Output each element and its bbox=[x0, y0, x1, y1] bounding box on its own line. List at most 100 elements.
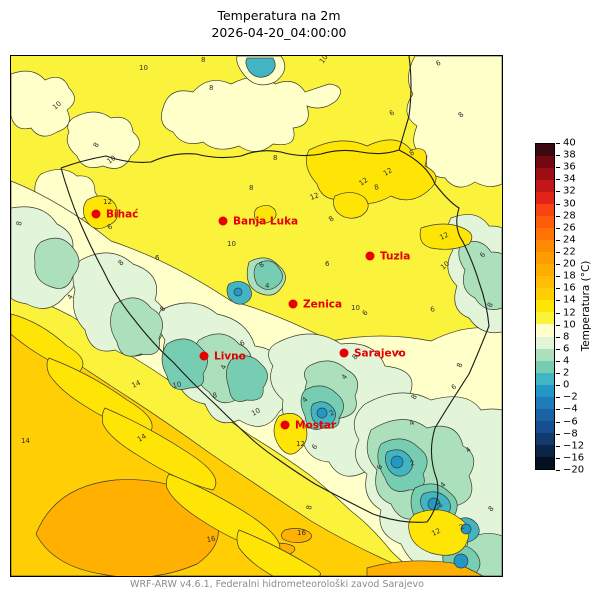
contour-value-label: 4 bbox=[265, 282, 270, 290]
colorbar-tick-mark bbox=[556, 155, 560, 157]
contour-region-lightgreen-1 bbox=[34, 237, 80, 289]
colorbar-segment bbox=[536, 228, 554, 241]
contour-region-gold-bihac bbox=[83, 195, 118, 229]
colorbar-tick-label: 34 bbox=[563, 173, 576, 185]
contour-region-cyan-1 bbox=[245, 57, 276, 78]
colorbar-tick-label: 26 bbox=[563, 222, 576, 234]
city-label: Sarajevo bbox=[354, 348, 406, 360]
colorbar-tick-mark bbox=[556, 457, 560, 459]
city-label: Bihać bbox=[106, 209, 138, 221]
colorbar-segment bbox=[536, 300, 554, 313]
contour-region-cream-top-right bbox=[406, 56, 502, 188]
colorbar-tick-label: 14 bbox=[563, 294, 576, 306]
colorbar-tick-mark bbox=[556, 421, 560, 423]
contour-value-label: 8 bbox=[158, 305, 167, 314]
cold-spot bbox=[460, 523, 472, 535]
contour-value-label: 8 bbox=[373, 183, 379, 192]
contour-value-label: 16 bbox=[206, 535, 216, 544]
colorbar-tick-label: 4 bbox=[563, 355, 570, 367]
colorbar-tick-mark bbox=[556, 324, 560, 326]
colorbar-tick-label: −8 bbox=[563, 428, 578, 440]
cold-spot bbox=[390, 455, 404, 469]
colorbar-tick-mark bbox=[556, 227, 560, 229]
colorbar-tick-label: 20 bbox=[563, 258, 576, 270]
colorbar-segment bbox=[536, 180, 554, 193]
contour-value-label: 4 bbox=[395, 348, 404, 357]
contour-value-label: 8 bbox=[117, 259, 126, 268]
contour-value-label: 10 bbox=[139, 64, 148, 72]
colorbar-tick-label: 16 bbox=[563, 282, 576, 294]
contour-value-label: 4 bbox=[301, 395, 310, 404]
footer-credit: WRF-ARW v4.6.1, Federalni hidrometeorolo… bbox=[130, 579, 424, 590]
contour-value-label: 10 bbox=[172, 380, 182, 390]
colorbar-segment bbox=[536, 396, 554, 409]
contour-value-label: 6 bbox=[435, 59, 442, 68]
colorbar-tick-mark bbox=[556, 252, 560, 253]
colorbar-segment bbox=[536, 384, 554, 397]
colorbar bbox=[535, 143, 555, 470]
contour-value-label: 4 bbox=[439, 480, 448, 489]
city-marker bbox=[218, 216, 228, 226]
colorbar-segment bbox=[536, 420, 554, 433]
contour-value-label: 6 bbox=[239, 339, 246, 348]
colorbar-segment bbox=[536, 144, 554, 157]
map-canvas: 10 10 10 10 10 10 10 10 10 8 8 8 8 8 8 8 8 8 8 8 8 8 8 8 8 8 8 8 8 6 6… bbox=[10, 55, 503, 577]
colorbar-tick-label: 24 bbox=[563, 234, 576, 246]
colorbar-segment bbox=[536, 168, 554, 181]
contour-value-label: 6 bbox=[361, 308, 370, 317]
country-border bbox=[60, 56, 490, 523]
colorbar-tick-mark bbox=[556, 433, 560, 435]
city-marker bbox=[288, 299, 298, 309]
colorbar-ticks: 40 38 36 34 32 30 28 26 24 22 20 18 16 14 12 10 8 6 4 2 0 −2−… bbox=[556, 138, 596, 476]
contour-region-gold-top-center-small bbox=[253, 205, 277, 224]
colorbar-tick-label: 6 bbox=[563, 343, 570, 355]
contour-value-label: 6 bbox=[106, 222, 114, 231]
contour-region-gold-bottom-right bbox=[408, 509, 470, 556]
contour-value-label: 6 bbox=[388, 108, 396, 117]
contour-value-label: 8 bbox=[487, 505, 496, 514]
colorbar-tick-label: 0 bbox=[563, 379, 570, 391]
contour-region-teal-6 bbox=[253, 260, 283, 290]
city-marker bbox=[280, 420, 290, 430]
city-label: Mostar bbox=[295, 420, 337, 432]
colorbar-tick-mark bbox=[556, 167, 560, 169]
contour-value-label: 6 bbox=[429, 305, 436, 314]
colorbar-tick-mark bbox=[556, 312, 560, 314]
colorbar-tick-label: 28 bbox=[563, 210, 576, 222]
colorbar-tick-label: −20 bbox=[563, 464, 585, 476]
contour-value-label: 4 bbox=[219, 363, 228, 370]
colorbar-tick-mark bbox=[556, 385, 560, 387]
colorbar-tick-label: 18 bbox=[563, 270, 576, 282]
colorbar-tick-label: 22 bbox=[563, 246, 576, 258]
colorbar-tick-label: 30 bbox=[563, 198, 576, 210]
colorbar-segment bbox=[536, 264, 554, 277]
colorbar-tick-mark bbox=[556, 264, 560, 266]
city-marker bbox=[339, 348, 349, 358]
colorbar-tick-label: 8 bbox=[563, 331, 570, 343]
contour-region-sea-16-bottom-strip bbox=[366, 560, 484, 576]
contour-value-label: 12 bbox=[103, 198, 112, 206]
city-label: Tuzla bbox=[380, 251, 410, 263]
contour-value-label: 6 bbox=[375, 463, 384, 470]
contour-value-label: 12 bbox=[430, 527, 441, 538]
colorbar-tick-mark bbox=[556, 445, 560, 447]
colorbar-segment bbox=[536, 216, 554, 229]
contour-value-label: 14 bbox=[21, 437, 30, 445]
city-marker bbox=[199, 351, 209, 361]
contour-value-label: 6 bbox=[450, 382, 458, 391]
title-line-2: 2026-04-20_04:00:00 bbox=[211, 25, 347, 40]
colorbar-segment bbox=[536, 276, 554, 289]
cold-spot bbox=[453, 553, 469, 569]
colorbar-segment bbox=[536, 348, 554, 361]
colorbar-tick-mark bbox=[556, 239, 560, 241]
colorbar-tick-label: 38 bbox=[563, 149, 576, 161]
colorbar-segment bbox=[536, 372, 554, 385]
cold-spot bbox=[316, 407, 328, 419]
contour-value-label: 10 bbox=[51, 100, 63, 112]
contour-value-label: 6 bbox=[325, 260, 330, 268]
colorbar-tick-mark bbox=[556, 300, 560, 302]
colorbar-tick-label: 10 bbox=[563, 319, 576, 331]
cold-spot bbox=[233, 287, 243, 297]
colorbar-segment bbox=[536, 432, 554, 445]
plot-title: Temperatura na 2m 2026-04-20_04:00:00 bbox=[0, 7, 558, 41]
